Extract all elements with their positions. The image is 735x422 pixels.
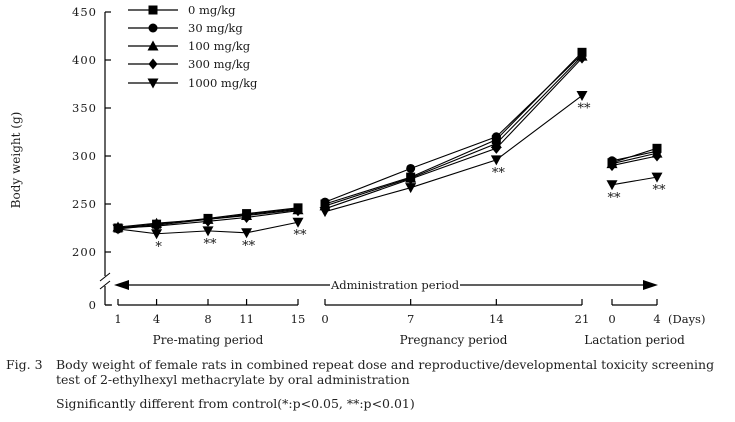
series-line-100mgkg bbox=[324, 55, 583, 207]
significance-marker: ** bbox=[653, 183, 667, 198]
admin-arrow-label: Administration period bbox=[330, 278, 460, 292]
data-point-300mgkg bbox=[607, 160, 617, 172]
y-tick-label: 400 bbox=[72, 53, 97, 67]
admin-arrow-left-head bbox=[114, 280, 129, 290]
data-point-1000mgkg bbox=[241, 228, 253, 239]
data-point-1000mgkg bbox=[576, 91, 588, 102]
x-tick-label: 21 bbox=[575, 312, 590, 326]
x-unit-label: (Days) bbox=[668, 312, 705, 326]
x-tick-label: 1 bbox=[114, 312, 121, 326]
series-line-1000mgkg bbox=[611, 176, 658, 186]
legend-marker-triangle-down bbox=[147, 78, 159, 89]
legend-marker-triangle-up bbox=[147, 40, 159, 51]
x-tick-label: 0 bbox=[321, 312, 328, 326]
legend-label: 300 mg/kg bbox=[188, 57, 251, 71]
data-point-300mgkg bbox=[242, 211, 252, 223]
x-tick-label: 0 bbox=[608, 312, 615, 326]
data-point-300mgkg bbox=[152, 220, 162, 232]
data-point-300mgkg bbox=[293, 205, 303, 217]
series-line-30mgkg bbox=[611, 150, 658, 162]
data-point-30mgkg bbox=[406, 163, 416, 173]
y-tick-label: 450 bbox=[72, 5, 97, 19]
significance-marker: ** bbox=[492, 166, 506, 181]
x-tick-label: 8 bbox=[204, 312, 211, 326]
y-tick-label: 0 bbox=[89, 298, 97, 312]
admin-arrow-right-head bbox=[643, 280, 658, 290]
series-line-30mgkg bbox=[324, 53, 583, 203]
significance-marker: * bbox=[155, 240, 162, 255]
data-point-300mgkg bbox=[406, 173, 416, 185]
legend-marker-square bbox=[148, 5, 158, 15]
figure-caption-text: Body weight of female rats in combined r… bbox=[56, 357, 715, 387]
period-label: Pre-mating period bbox=[153, 333, 264, 347]
data-point-1000mgkg bbox=[112, 224, 124, 235]
y-tick-label: 250 bbox=[72, 197, 97, 211]
x-tick-label: 15 bbox=[291, 312, 306, 326]
legend-label: 1000 mg/kg bbox=[188, 76, 258, 90]
data-point-1000mgkg bbox=[319, 207, 331, 218]
y-tick-label: 200 bbox=[72, 245, 97, 259]
x-tick-label: 14 bbox=[489, 312, 504, 326]
series-line-0mgkg bbox=[324, 51, 583, 205]
x-tick-label: 11 bbox=[239, 312, 254, 326]
significance-note: Significantly different from control(*:p… bbox=[56, 395, 415, 411]
data-point-30mgkg bbox=[491, 132, 501, 142]
y-axis-break-mark bbox=[99, 280, 111, 290]
data-point-300mgkg bbox=[491, 142, 501, 154]
data-point-1000mgkg bbox=[202, 226, 214, 237]
significance-marker: ** bbox=[608, 191, 622, 206]
legend-marker-circle bbox=[148, 23, 158, 33]
figure-caption: Fig. 3 Body weight of female rats in com… bbox=[6, 357, 732, 411]
legend-label: 100 mg/kg bbox=[188, 39, 251, 53]
data-point-300mgkg bbox=[652, 150, 662, 162]
legend-label: 30 mg/kg bbox=[188, 21, 243, 35]
period-label: Lactation period bbox=[584, 333, 685, 347]
significance-marker: ** bbox=[242, 239, 256, 254]
data-point-1000mgkg bbox=[651, 172, 663, 183]
data-point-1000mgkg bbox=[606, 180, 618, 191]
data-point-1000mgkg bbox=[151, 229, 163, 240]
data-point-300mgkg bbox=[577, 52, 587, 64]
x-tick-label: 7 bbox=[407, 312, 414, 326]
y-tick-label: 300 bbox=[72, 149, 97, 163]
y-axis-break-mark bbox=[99, 272, 111, 282]
legend-marker-diamond bbox=[148, 58, 158, 70]
significance-marker: ** bbox=[578, 102, 592, 117]
y-axis-title: Body weight (g) bbox=[9, 112, 23, 209]
y-tick-label: 350 bbox=[72, 101, 97, 115]
data-point-1000mgkg bbox=[405, 183, 417, 194]
data-point-300mgkg bbox=[203, 215, 213, 227]
figure-number: Fig. 3 bbox=[6, 357, 43, 372]
series-line-300mgkg bbox=[324, 57, 583, 210]
significance-marker: ** bbox=[204, 237, 218, 252]
legend-label: 0 mg/kg bbox=[188, 3, 236, 17]
x-tick-label: 4 bbox=[153, 312, 160, 326]
significance-marker: ** bbox=[294, 228, 308, 243]
x-tick-label: 4 bbox=[653, 312, 660, 326]
series-line-300mgkg bbox=[611, 155, 658, 167]
period-label: Pregnancy period bbox=[400, 333, 508, 347]
series-line-1000mgkg bbox=[324, 95, 583, 213]
data-point-1000mgkg bbox=[292, 217, 304, 228]
series-line-100mgkg bbox=[611, 152, 658, 165]
data-point-1000mgkg bbox=[490, 155, 502, 166]
